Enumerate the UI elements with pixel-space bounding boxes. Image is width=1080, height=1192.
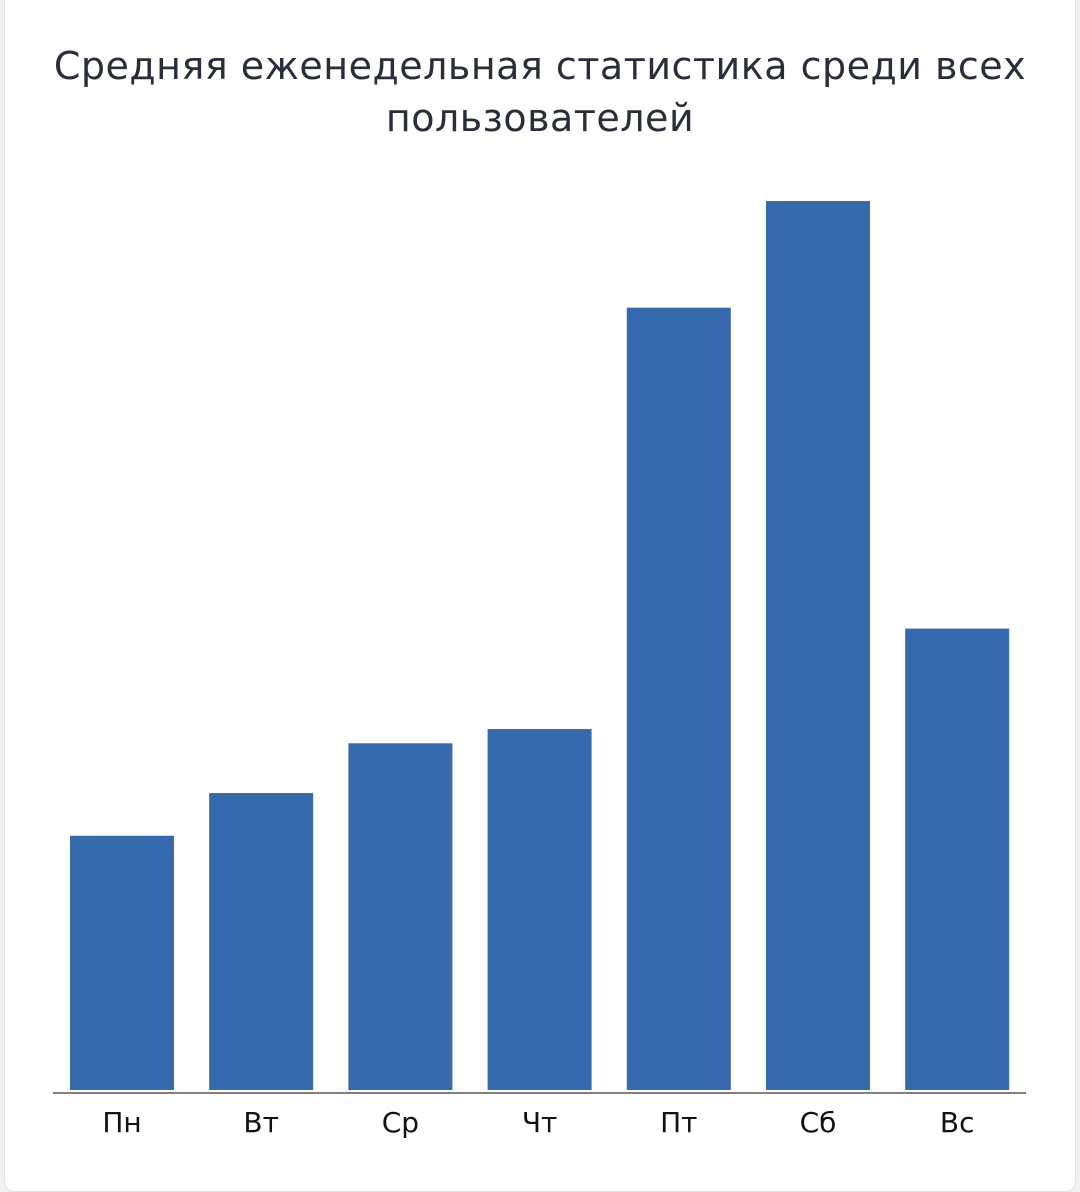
bar-Ср <box>348 743 453 1090</box>
x-tick-label: Пт <box>660 1106 697 1139</box>
x-tick-label: Вс <box>940 1106 975 1139</box>
x-tick-label: Вт <box>243 1106 279 1139</box>
bar-Вс <box>905 628 1010 1090</box>
x-tick-label: Сб <box>800 1106 837 1139</box>
x-tick-label: Чт <box>522 1106 558 1139</box>
bar-Вт <box>209 793 314 1090</box>
x-tick-label: Пн <box>102 1106 141 1139</box>
x-tick-label: Ср <box>382 1106 419 1139</box>
bar-Пт <box>626 307 731 1090</box>
bar-Чт <box>487 729 592 1090</box>
bar-Сб <box>766 201 870 1090</box>
bar-Пн <box>70 835 174 1090</box>
chart-title: Средняя еженедельная статистика среди вс… <box>53 44 1027 140</box>
